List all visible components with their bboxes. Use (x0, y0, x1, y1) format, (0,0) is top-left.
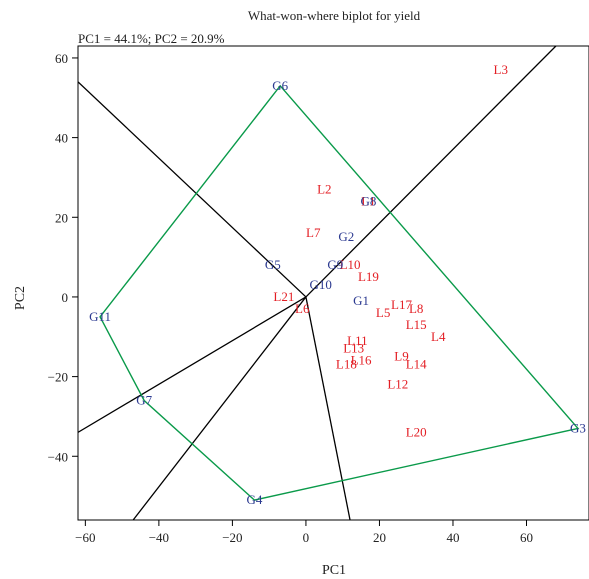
environment-label: L4 (431, 329, 446, 344)
environment-label: L12 (387, 377, 408, 392)
environment-label: L13 (343, 341, 364, 356)
x-tick-label: 60 (520, 530, 533, 545)
y-tick-label: 0 (62, 290, 69, 305)
x-tick-label: −20 (222, 530, 242, 545)
environment-label: L11 (347, 333, 367, 348)
environment-label: L17 (391, 297, 412, 312)
y-tick-label: 60 (55, 51, 68, 66)
genotype-label: G6 (272, 78, 288, 93)
convex-hull (99, 84, 580, 501)
sector-line (305, 296, 351, 520)
chart-title: What-won-where biplot for yield (248, 8, 421, 23)
x-tick-label: −60 (75, 530, 95, 545)
environment-label: L10 (340, 257, 361, 272)
genotype-label: G11 (89, 309, 111, 324)
environment-label: L7 (306, 225, 321, 240)
environment-label: L21 (273, 289, 294, 304)
y-tick-label: −20 (48, 370, 68, 385)
environment-label: L1 (361, 193, 375, 208)
genotype-label: G2 (338, 229, 354, 244)
environment-label: L6 (295, 301, 310, 316)
genotype-label: G9 (327, 257, 343, 272)
plot-inner: L1L2L3L4L5L6L7L8L9L10L11L12L13L14L15L16L… (78, 46, 586, 520)
sector-line (132, 296, 307, 520)
x-tick-label: 0 (303, 530, 310, 545)
sector-line (78, 296, 307, 433)
environment-label: L9 (394, 349, 408, 364)
environment-label: L5 (376, 305, 390, 320)
genotype-label: G10 (309, 277, 331, 292)
sector-line (305, 46, 557, 298)
environment-label: L18 (336, 357, 357, 372)
plot-area: L1L2L3L4L5L6L7L8L9L10L11L12L13L14L15L16L… (48, 45, 589, 545)
environment-label: L16 (351, 353, 372, 368)
environment-label: L14 (406, 357, 427, 372)
environment-label: L15 (406, 317, 427, 332)
y-tick-label: −40 (48, 449, 68, 464)
y-tick-label: 40 (55, 131, 68, 146)
genotype-label: G5 (265, 257, 281, 272)
x-tick-label: 20 (373, 530, 386, 545)
x-tick-label: 40 (446, 530, 459, 545)
genotype-label: G3 (570, 420, 586, 435)
y-axis-title: PC2 (13, 286, 28, 310)
y-tick-label: 20 (55, 210, 68, 225)
environment-label: L8 (409, 301, 423, 316)
x-axis-title: PC1 (322, 563, 346, 578)
genotype-label: G4 (247, 492, 263, 507)
plot-frame (77, 45, 589, 521)
genotype-label: G7 (136, 393, 152, 408)
x-tick-label: −40 (149, 530, 169, 545)
sector-line (78, 81, 307, 298)
genotype-label: G1 (353, 293, 369, 308)
environment-label: L2 (317, 181, 331, 196)
environment-label: L20 (406, 424, 427, 439)
environment-label: L3 (494, 62, 508, 77)
environment-label: L19 (358, 269, 379, 284)
genotype-label: G8 (360, 193, 376, 208)
variance-subtitle: PC1 = 44.1%; PC2 = 20.9% (78, 31, 225, 46)
